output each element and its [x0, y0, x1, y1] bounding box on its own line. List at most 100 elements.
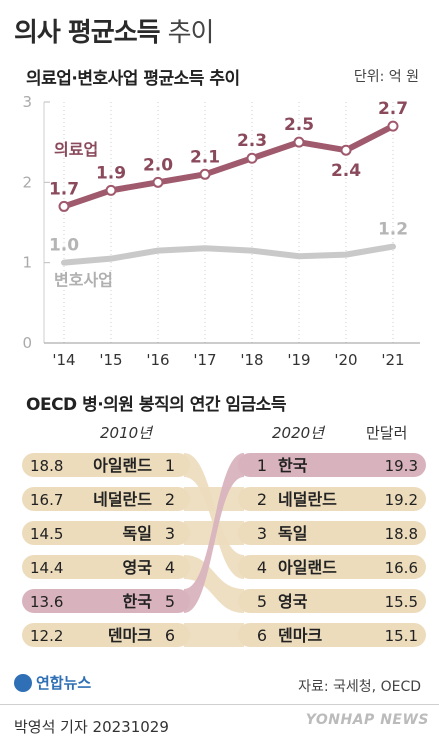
ranking-left-year: 2010년 — [100, 424, 152, 442]
rank-row-right — [238, 453, 426, 477]
rank-row-left — [22, 555, 190, 579]
rank-left-number: 1 — [165, 456, 175, 475]
line-chart-unit: 단위: 억 원 — [353, 69, 419, 85]
rank-left-number: 5 — [165, 592, 175, 611]
rank-right-number: 4 — [257, 558, 267, 577]
rank-right-country: 영국 — [278, 592, 308, 611]
rank-row-left — [22, 487, 190, 511]
rank-left-value: 14.5 — [30, 525, 63, 543]
data-point-medical — [246, 152, 258, 164]
rank-row-left — [22, 589, 190, 613]
x-tick-label: '21 — [381, 351, 404, 369]
ranking-title: OECD 병·의원 봉직의 연간 임금소득 — [26, 395, 286, 415]
data-point-medical — [293, 136, 305, 148]
rank-left-number: 4 — [165, 558, 175, 577]
rank-left-value: 16.7 — [30, 491, 63, 509]
x-tick-label: '20 — [334, 351, 357, 369]
rank-right-number: 1 — [257, 456, 267, 475]
series-line-lawyer — [61, 243, 396, 266]
rank-row-left — [22, 623, 190, 647]
rank-right-value: 19.3 — [385, 457, 418, 475]
data-label-medical: 2.1 — [190, 147, 220, 167]
rank-right-country: 덴마크 — [278, 626, 322, 645]
rank-left-country: 아일랜드 — [93, 456, 152, 475]
line-chart-title: 의료업·변호사업 평균소득 추이 — [26, 69, 240, 89]
rank-left-country: 독일 — [123, 524, 152, 543]
data-label-lawyer: 1.0 — [49, 236, 79, 256]
data-label-medical: 1.9 — [96, 163, 126, 183]
rank-right-number: 5 — [257, 592, 267, 611]
x-tick-label: '15 — [99, 351, 122, 369]
rank-connector-highlight — [184, 453, 244, 613]
rank-left-number: 3 — [165, 524, 175, 543]
x-tick-label: '18 — [240, 351, 263, 369]
rank-right-number: 3 — [257, 524, 267, 543]
data-label-medical: 2.4 — [331, 161, 361, 181]
rank-connector — [184, 623, 244, 647]
data-label-medical: 2.7 — [378, 99, 408, 119]
y-tick-label: 1 — [22, 254, 32, 272]
rank-right-number: 2 — [257, 490, 267, 509]
data-label-medical: 1.7 — [49, 179, 79, 199]
yonhap-logo-icon — [14, 673, 32, 692]
series-name-medical: 의료업 — [54, 140, 98, 159]
rank-left-value: 12.2 — [30, 627, 63, 645]
rank-left-number: 6 — [165, 626, 175, 645]
x-tick-label: '14 — [52, 351, 75, 369]
title-light: 추이 — [167, 18, 215, 48]
rank-left-value: 13.6 — [30, 593, 63, 611]
rank-right-country: 아일랜드 — [278, 558, 337, 577]
yonhap-logo-text: 연합뉴스 — [36, 674, 92, 692]
rank-right-value: 18.8 — [385, 525, 418, 543]
rank-right-country: 독일 — [278, 524, 307, 543]
data-point-medical — [105, 184, 117, 196]
rank-connector — [184, 555, 244, 613]
rank-right-value: 15.1 — [385, 627, 418, 645]
data-label-lawyer: 1.2 — [378, 220, 408, 240]
x-tick-label: '16 — [146, 351, 169, 369]
rank-left-value: 14.4 — [30, 559, 63, 577]
rank-row-right — [238, 521, 426, 545]
footer-divider — [0, 704, 439, 705]
rank-connector — [184, 487, 244, 511]
income-line-chart: 0 1 2 3 '14 '15 '16 '17 '18 '19 '20 '21 1.7 1.9 2.0 2.1… — [22, 93, 420, 369]
rank-left-country: 영국 — [123, 558, 153, 577]
data-point-medical — [387, 120, 399, 132]
data-point-medical — [199, 168, 211, 180]
rank-row-right — [238, 623, 426, 647]
yonhap-logo: 연합뉴스 — [14, 672, 91, 693]
rank-row-right — [238, 589, 426, 613]
yonhap-watermark: YONHAP NEWS — [305, 712, 429, 728]
rank-left-value: 18.8 — [30, 457, 63, 475]
title-main: 의사 평균소득 — [14, 18, 161, 48]
page-title: 의사 평균소득 추이 — [14, 12, 215, 49]
byline: 박영석 기자 20231029 — [14, 718, 169, 736]
oecd-ranking-chart: 18.8 아일랜드 1 16.7 네덜란드 2 14.5 독일 3 14.4 영국 4 13.6 한국 5 1… — [22, 453, 426, 647]
rank-left-country: 덴마크 — [108, 626, 152, 645]
data-label-medical: 2.3 — [237, 131, 267, 151]
rank-right-value: 15.5 — [385, 593, 418, 611]
rank-right-country: 한국 — [278, 456, 308, 475]
rank-connector — [184, 453, 244, 579]
y-tick-label: 0 — [22, 334, 32, 352]
rank-right-value: 19.2 — [385, 491, 418, 509]
rank-row-right — [238, 555, 426, 579]
series-line-medical — [61, 123, 396, 210]
rank-row-left — [22, 521, 190, 545]
rank-right-country: 네덜란드 — [278, 490, 337, 509]
y-tick-label: 3 — [22, 93, 32, 111]
data-point-medical — [58, 200, 70, 212]
data-label-medical: 2.5 — [284, 115, 314, 135]
ranking-unit: 만달러 — [366, 424, 408, 442]
x-tick-label: '19 — [287, 351, 310, 369]
y-tick-label: 2 — [22, 173, 32, 191]
series-name-lawyer: 변호사업 — [54, 270, 113, 289]
ranking-right-year: 2020년 — [272, 424, 324, 442]
rank-right-number: 6 — [257, 626, 267, 645]
rank-row-left — [22, 453, 190, 477]
data-label-medical: 2.0 — [143, 155, 173, 175]
x-tick-label: '17 — [193, 351, 216, 369]
rank-left-number: 2 — [165, 490, 175, 509]
data-point-medical — [152, 176, 164, 188]
source-note: 자료: 국세청, OECD — [298, 679, 421, 695]
